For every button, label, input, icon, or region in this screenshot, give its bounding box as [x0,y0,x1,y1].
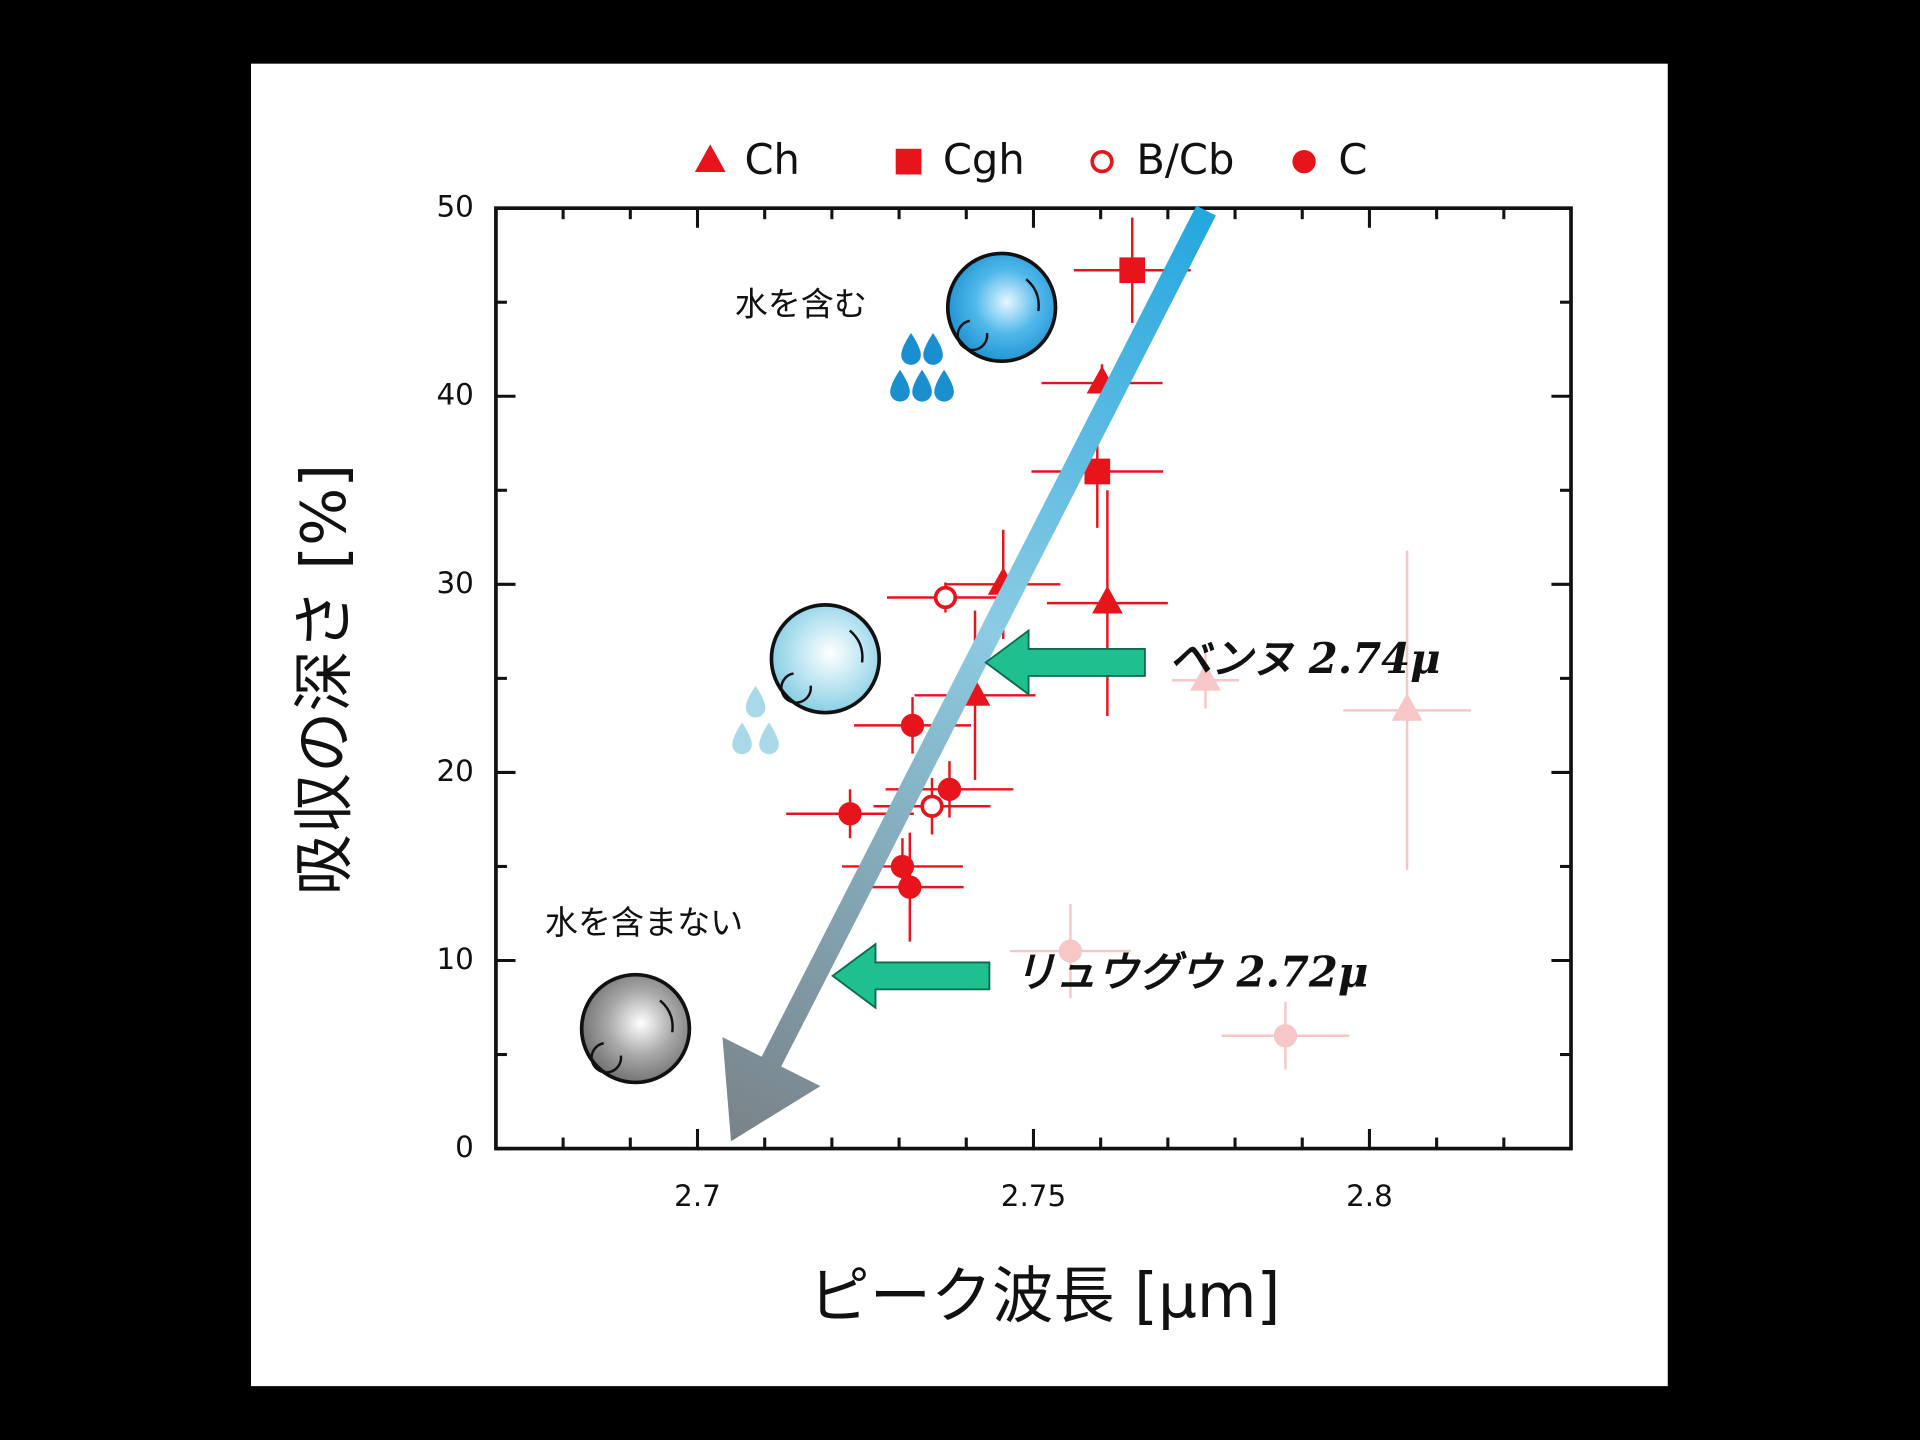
y-tick-label: 0 [455,1130,474,1164]
marker [1119,257,1146,284]
marker [1292,150,1316,174]
marker [933,585,958,610]
annotation: リュウグウ 2.72μ [1014,947,1368,996]
marker [900,713,925,738]
x-tick-label: 2.7 [674,1179,721,1213]
y-tick-label: 50 [436,190,473,224]
y-tick-label: 20 [436,754,473,788]
legend-label: Ch [744,135,799,184]
spheres [579,251,1058,1085]
marker [694,144,726,173]
marker [1190,662,1221,691]
y-tick-label: 30 [436,566,473,600]
legend-label: C [1338,135,1367,184]
y-tick-label: 10 [436,942,473,976]
marker [890,854,915,879]
x-axis-label: ピーク波長 [μm] [809,1261,1281,1332]
legend-label: B/Cb [1136,135,1234,184]
marker [838,802,862,826]
annotation: 水を含む [735,285,867,324]
marker [898,875,922,899]
marker [1058,939,1083,963]
droplets [732,333,954,755]
bennu-arrow [984,628,1146,697]
annotation: 水を含まない [545,903,743,942]
marker [920,794,944,818]
annotation: ベンヌ 2.74μ [1169,634,1440,683]
marker [1092,585,1123,614]
y-axis-label: 吸収の深さ [%] [289,464,360,895]
marker [1273,1024,1298,1048]
trend-arrow [722,205,1216,1142]
marker [895,148,922,175]
x-tick-label: 2.75 [1001,1179,1066,1213]
legend-label: Cgh [943,135,1025,184]
x-tick-label: 2.8 [1346,1179,1393,1213]
ryugu-arrow [831,942,991,1010]
marker [1391,693,1423,721]
y-tick-label: 40 [436,378,473,412]
marker [1084,458,1111,485]
marker [937,777,962,801]
marker [1090,150,1114,174]
